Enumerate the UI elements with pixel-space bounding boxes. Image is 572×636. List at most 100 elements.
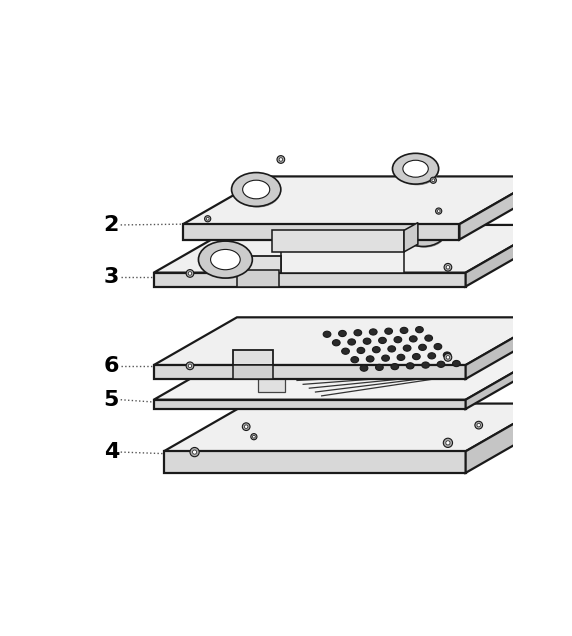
Circle shape [475, 421, 483, 429]
Ellipse shape [372, 347, 380, 353]
Polygon shape [233, 350, 273, 365]
Ellipse shape [422, 362, 430, 368]
Polygon shape [154, 225, 549, 273]
Polygon shape [237, 270, 279, 287]
Ellipse shape [382, 355, 390, 361]
Ellipse shape [232, 172, 281, 207]
Circle shape [447, 232, 453, 238]
Ellipse shape [403, 345, 411, 351]
Circle shape [193, 450, 197, 454]
Ellipse shape [332, 340, 340, 346]
Polygon shape [281, 245, 404, 273]
Text: 3: 3 [104, 266, 119, 287]
Ellipse shape [370, 329, 377, 335]
Circle shape [449, 233, 452, 237]
Circle shape [190, 448, 199, 457]
Polygon shape [154, 352, 549, 399]
Circle shape [444, 263, 452, 271]
Ellipse shape [339, 331, 346, 336]
Ellipse shape [376, 364, 383, 370]
Text: 2: 2 [104, 215, 119, 235]
Polygon shape [258, 373, 285, 392]
Ellipse shape [210, 249, 240, 270]
Polygon shape [466, 404, 549, 473]
Text: 6: 6 [104, 356, 119, 376]
Ellipse shape [360, 365, 368, 371]
Ellipse shape [434, 343, 442, 350]
Ellipse shape [419, 344, 426, 350]
Ellipse shape [323, 331, 331, 337]
Ellipse shape [410, 336, 417, 342]
Ellipse shape [243, 180, 270, 199]
Polygon shape [183, 176, 543, 224]
Polygon shape [239, 256, 281, 273]
Circle shape [444, 354, 452, 361]
Ellipse shape [452, 361, 460, 366]
Ellipse shape [428, 353, 436, 359]
Circle shape [186, 362, 194, 370]
Ellipse shape [388, 346, 396, 352]
Ellipse shape [412, 354, 420, 360]
Ellipse shape [406, 363, 414, 369]
Ellipse shape [357, 347, 365, 354]
Polygon shape [154, 273, 466, 287]
Ellipse shape [379, 337, 386, 343]
Ellipse shape [391, 364, 399, 370]
Ellipse shape [397, 354, 405, 361]
Circle shape [443, 438, 452, 448]
Ellipse shape [437, 361, 445, 368]
Ellipse shape [411, 221, 436, 239]
Circle shape [432, 179, 435, 182]
Circle shape [446, 356, 450, 359]
Polygon shape [183, 224, 459, 240]
Polygon shape [154, 365, 466, 379]
Ellipse shape [385, 328, 392, 335]
Circle shape [477, 424, 480, 427]
Circle shape [188, 364, 192, 368]
Circle shape [446, 441, 450, 445]
Ellipse shape [198, 241, 252, 278]
Circle shape [243, 423, 250, 431]
Ellipse shape [354, 329, 362, 336]
Polygon shape [466, 352, 549, 409]
Circle shape [252, 435, 255, 438]
Circle shape [205, 216, 210, 222]
Text: 5: 5 [104, 390, 119, 410]
Polygon shape [466, 225, 549, 287]
Ellipse shape [363, 338, 371, 344]
Ellipse shape [403, 160, 428, 177]
Polygon shape [272, 230, 404, 252]
Text: 4: 4 [104, 442, 119, 462]
Circle shape [436, 208, 442, 214]
Ellipse shape [341, 348, 349, 354]
Ellipse shape [425, 335, 432, 341]
Polygon shape [466, 317, 549, 379]
Polygon shape [233, 365, 273, 379]
Circle shape [251, 434, 257, 439]
Circle shape [186, 270, 194, 277]
Polygon shape [154, 399, 466, 409]
Polygon shape [164, 404, 549, 452]
Ellipse shape [416, 326, 423, 333]
Ellipse shape [351, 357, 359, 363]
Ellipse shape [392, 153, 439, 184]
Circle shape [430, 177, 436, 183]
Ellipse shape [366, 356, 374, 362]
Polygon shape [281, 212, 462, 245]
Circle shape [446, 266, 450, 269]
Circle shape [437, 210, 440, 212]
Circle shape [188, 272, 192, 275]
Polygon shape [459, 176, 543, 240]
Polygon shape [164, 452, 466, 473]
Polygon shape [154, 317, 549, 365]
Ellipse shape [394, 336, 402, 343]
Circle shape [244, 425, 248, 429]
Ellipse shape [443, 352, 451, 358]
Ellipse shape [348, 339, 356, 345]
Circle shape [279, 158, 283, 161]
Ellipse shape [400, 214, 446, 247]
Ellipse shape [400, 328, 408, 333]
Circle shape [206, 218, 209, 220]
Circle shape [277, 156, 285, 163]
Polygon shape [404, 223, 418, 252]
